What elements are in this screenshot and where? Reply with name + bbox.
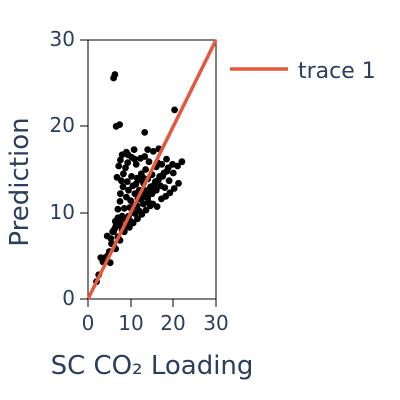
y-axis-title: Prediction	[5, 117, 35, 246]
x-axis: 0 10 20 30	[82, 299, 229, 335]
scatter-point	[163, 155, 170, 163]
scatter-point	[141, 153, 149, 160]
scatter-point	[142, 206, 150, 214]
scatter-point	[117, 190, 124, 198]
scatter-point	[132, 160, 140, 168]
scatter-point	[122, 164, 129, 172]
scatter-point	[124, 151, 132, 159]
scatter-point	[134, 215, 141, 223]
plot-frame	[87, 39, 217, 300]
scatter-point	[138, 211, 146, 218]
scatter-point	[169, 169, 177, 177]
scatter-point	[147, 183, 155, 191]
scatter-point	[128, 173, 135, 180]
scatter-point	[143, 188, 151, 196]
scatter-point	[119, 183, 127, 191]
scatter-point	[145, 158, 153, 166]
scatter-point	[146, 202, 154, 210]
scatter-point	[132, 180, 140, 188]
line-series	[86, 39, 218, 300]
scatter-point	[144, 146, 152, 154]
scatter-point	[160, 169, 168, 177]
x-tick-label: 0	[82, 311, 95, 335]
y-tick-label: 30	[50, 27, 75, 51]
x-tick-label: 30	[203, 311, 228, 335]
scatter-point	[124, 159, 132, 167]
trace-1-line	[86, 39, 218, 300]
scatter-point	[169, 160, 176, 168]
scatter-point	[170, 185, 178, 192]
scatter-point	[171, 106, 179, 114]
scatter-point	[107, 235, 115, 243]
scatter-point	[158, 160, 166, 168]
scatter-point	[136, 176, 144, 184]
scatter-series	[93, 71, 186, 286]
y-axis: 0 10 20 30	[50, 27, 88, 310]
scatter-point	[152, 186, 160, 194]
scatter-point	[165, 177, 173, 185]
scatter-point	[149, 148, 157, 155]
scatter-point	[123, 178, 131, 186]
scatter-point	[114, 205, 122, 213]
scatter-point	[178, 158, 186, 166]
scatter-point	[113, 173, 121, 181]
x-tick-label: 20	[160, 311, 185, 335]
scatter-point	[111, 225, 118, 233]
scatter-point	[116, 121, 123, 128]
scatter-point	[130, 146, 138, 154]
scatter-point	[111, 71, 119, 78]
scatter-point	[125, 186, 132, 194]
scatter-point	[115, 162, 123, 170]
legend: trace 1	[230, 59, 376, 84]
y-tick-label: 0	[62, 286, 75, 310]
scatter-point	[141, 129, 149, 136]
scatter-point	[142, 166, 150, 173]
x-axis-title: SC CO₂ Loading	[51, 351, 254, 381]
scatter-point	[120, 170, 127, 178]
scatter-point	[153, 203, 161, 211]
scatter-point	[116, 198, 124, 205]
legend-label: trace 1	[298, 59, 376, 84]
scatter-point	[131, 155, 138, 163]
scatter-point	[174, 162, 182, 170]
scatter-point	[152, 178, 159, 186]
scatter-point	[166, 189, 174, 197]
scatter-point	[117, 156, 124, 164]
x-tick-label: 10	[118, 311, 143, 335]
scatter-point	[175, 179, 182, 187]
scatter-point	[129, 219, 137, 227]
y-tick-label: 20	[50, 113, 75, 137]
scatter-point	[161, 184, 169, 192]
y-tick-label: 10	[50, 200, 75, 224]
scatter-point	[120, 205, 128, 212]
